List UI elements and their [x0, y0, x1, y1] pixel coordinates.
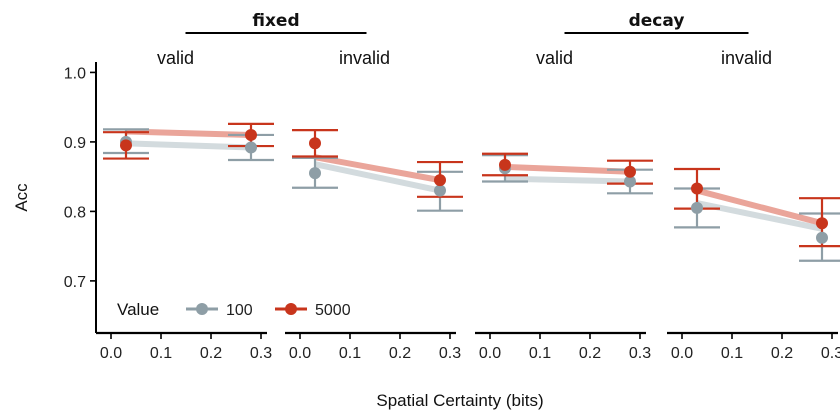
data-point-5000 [691, 182, 703, 195]
x-tick-label: 0.2 [771, 345, 793, 362]
data-point-100 [309, 167, 321, 180]
data-point-100 [624, 175, 636, 188]
data-point-5000 [816, 217, 828, 230]
panel-title: valid [536, 48, 573, 68]
group-title: fixed [252, 11, 299, 31]
data-point-100 [245, 141, 257, 154]
x-tick-label: 0.1 [721, 345, 743, 362]
x-tick-label: 0.3 [250, 345, 272, 362]
series-line-100 [314, 161, 441, 194]
x-tick-label: 0.3 [629, 345, 651, 362]
y-tick-label: 0.9 [64, 135, 86, 152]
series-line-5000 [314, 154, 441, 184]
data-point-100 [434, 184, 446, 197]
series-line-100 [504, 175, 631, 185]
data-point-5000 [309, 137, 321, 150]
group-title: decay [629, 11, 685, 31]
y-axis-label: Acc [12, 183, 31, 212]
x-tick-label: 0.3 [439, 345, 461, 362]
data-point-5000 [245, 128, 257, 141]
y-tick-label: 0.8 [64, 204, 86, 221]
data-point-5000 [120, 139, 132, 152]
x-axis-label: Spatial Certainty (bits) [376, 391, 543, 410]
y-tick-label: 1.0 [64, 65, 86, 82]
data-point-100 [691, 201, 703, 214]
y-tick-label: 0.7 [64, 274, 86, 291]
x-tick-label: 0.1 [339, 345, 361, 362]
data-point-5000 [499, 158, 511, 171]
x-tick-label: 0.1 [150, 345, 172, 362]
x-tick-label: 0.0 [289, 345, 311, 362]
x-tick-label: 0.2 [200, 345, 222, 362]
panel-title: invalid [721, 48, 772, 68]
series-line-100 [696, 200, 823, 232]
panel-title: invalid [339, 48, 390, 68]
x-tick-label: 0.2 [579, 345, 601, 362]
legend-label: 5000 [315, 302, 351, 319]
legend-label: 100 [226, 302, 253, 319]
data-point-5000 [434, 174, 446, 187]
panel-title: valid [157, 48, 194, 68]
legend-key-point-100 [196, 303, 208, 315]
series-line-5000 [504, 163, 631, 175]
x-tick-label: 0.1 [529, 345, 551, 362]
x-tick-label: 0.0 [671, 345, 693, 362]
x-tick-label: 0.0 [100, 345, 122, 362]
x-tick-label: 0.0 [479, 345, 501, 362]
data-point-5000 [624, 165, 636, 178]
x-tick-label: 0.2 [389, 345, 411, 362]
data-point-100 [816, 231, 828, 244]
legend-title: Value [117, 300, 159, 319]
x-tick-label: 0.3 [821, 345, 840, 362]
series-line-5000 [696, 187, 823, 227]
legend-key-point-5000 [285, 303, 297, 315]
